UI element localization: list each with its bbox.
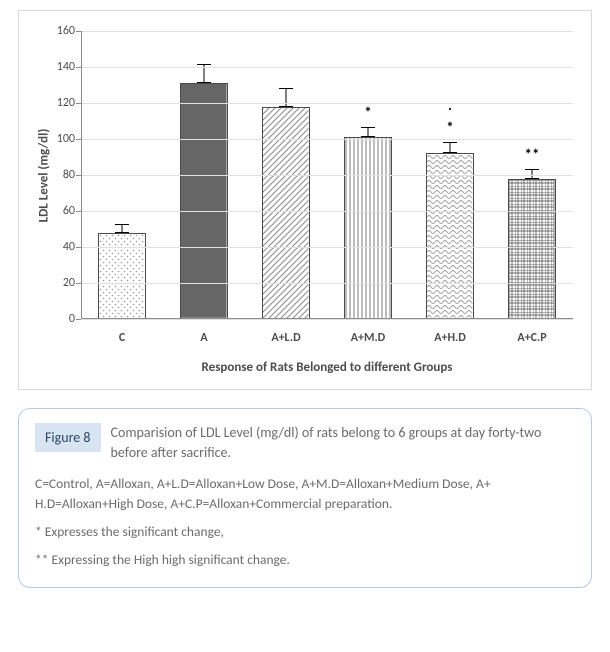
x-category-label: A+M.D: [327, 331, 409, 345]
error-cap: [525, 169, 539, 170]
grid-line: [81, 319, 573, 320]
figure-title: Comparision of LDL Level (mg/dl) of rats…: [111, 423, 575, 464]
y-axis-title-text: LDL Level (mg/dl): [37, 128, 52, 222]
error-cap: [361, 127, 375, 128]
x-category-label: C: [81, 331, 163, 345]
bar: [508, 179, 556, 319]
figure-caption-box: Figure 8 Comparision of LDL Level (mg/dl…: [18, 408, 592, 588]
figure-tag: Figure 8: [35, 423, 101, 452]
bar-chart: LDL Level (mg/dl) **.** 0204060801001201…: [18, 10, 592, 390]
caption-legend: C=Control, A=Alloxan, A+L.D=Alloxan+Low …: [35, 474, 575, 515]
error-cap: [443, 152, 457, 153]
grid-line: [81, 67, 573, 68]
grid-line: [81, 103, 573, 104]
error-cap: [361, 136, 375, 137]
significance-mark: *: [348, 104, 388, 122]
grid-line: [81, 283, 573, 284]
error-cap: [443, 142, 457, 143]
grid-line: [81, 31, 573, 32]
y-axis-title: LDL Level (mg/dl): [35, 31, 53, 319]
bar: [344, 137, 392, 319]
extra-dot-mark: .: [430, 97, 470, 114]
x-category-label: A+H.D: [409, 331, 491, 345]
error-cap: [279, 88, 293, 89]
error-cap: [115, 232, 129, 233]
caption-note-2: ** Expressing the High high significant …: [35, 550, 575, 570]
x-category-label: A+L.D: [245, 331, 327, 345]
x-category-label: A+C.P: [491, 331, 573, 345]
x-category-row: CAA+L.DA+M.DA+H.DA+C.P: [81, 331, 573, 345]
x-category-label: A: [163, 331, 245, 345]
significance-mark: **: [512, 146, 552, 164]
figure-container: LDL Level (mg/dl) **.** 0204060801001201…: [0, 0, 610, 652]
grid-line: [81, 139, 573, 140]
grid-line: [81, 247, 573, 248]
bar: [98, 233, 146, 319]
bar: [426, 153, 474, 319]
y-axis-line: [81, 31, 82, 319]
caption-head: Figure 8 Comparision of LDL Level (mg/dl…: [35, 423, 575, 464]
error-cap: [197, 64, 211, 65]
ytick-mark: [76, 319, 81, 320]
caption-note-1: * Expresses the significant change,: [35, 522, 575, 542]
grid-line: [81, 211, 573, 212]
x-axis-line: [81, 318, 573, 319]
error-cap: [279, 106, 293, 107]
error-cap: [525, 178, 539, 179]
x-axis-title: Response of Rats Belonged to different G…: [81, 360, 573, 375]
plot-region: **.** 020406080100120140160: [81, 31, 573, 319]
grid-line: [81, 175, 573, 176]
error-cap: [197, 82, 211, 83]
error-cap: [115, 224, 129, 225]
significance-mark: *: [430, 119, 470, 137]
